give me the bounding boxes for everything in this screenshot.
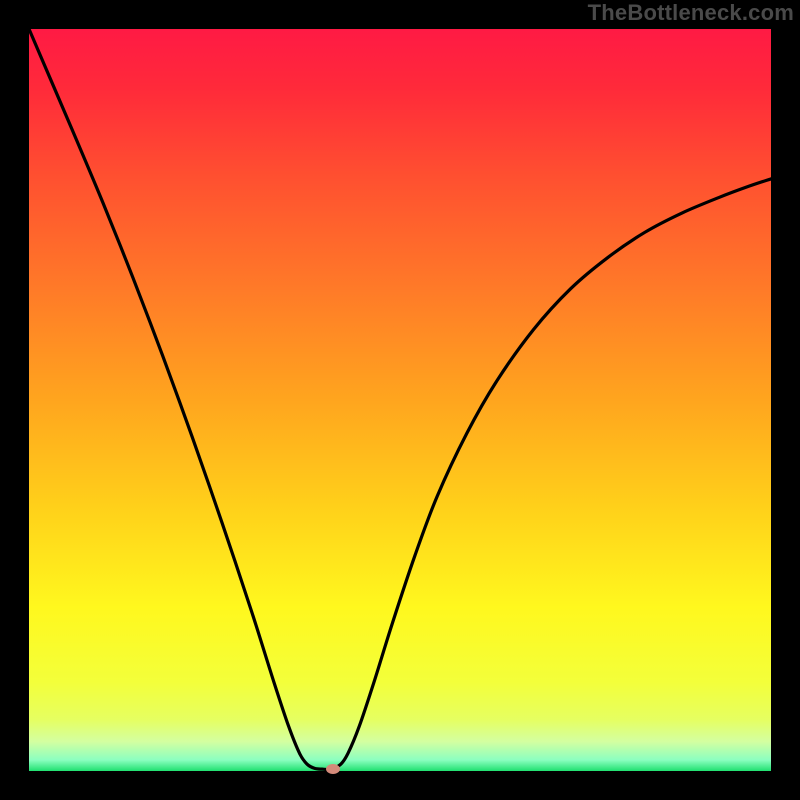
plot-area [29, 29, 771, 771]
optimum-marker [326, 764, 340, 774]
bottleneck-curve [29, 29, 771, 771]
chart-container: TheBottleneck.com [0, 0, 800, 800]
watermark-text: TheBottleneck.com [588, 0, 800, 26]
